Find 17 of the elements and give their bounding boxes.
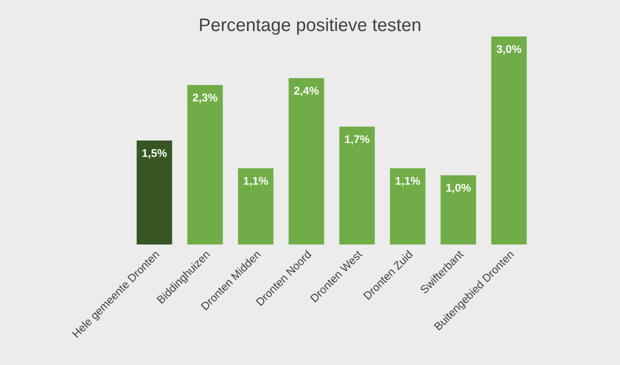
data-label: 1,1% [244,176,268,186]
data-label: 2,3% [192,94,218,104]
bar [238,168,274,245]
data-label: 3,0% [496,45,522,55]
bar [491,36,527,245]
data-label: 1,5% [142,149,167,159]
data-label: 1,7% [345,135,370,145]
data-label: 1,0% [446,184,471,194]
bar [440,175,476,245]
chart-title: Percentage positieve testen [200,18,420,35]
data-label: 2,4% [294,86,319,96]
bar [288,78,324,245]
bar [187,85,223,245]
bar [390,168,426,245]
bar [136,140,172,245]
bar [339,126,375,245]
data-label: 1,1% [396,176,420,186]
